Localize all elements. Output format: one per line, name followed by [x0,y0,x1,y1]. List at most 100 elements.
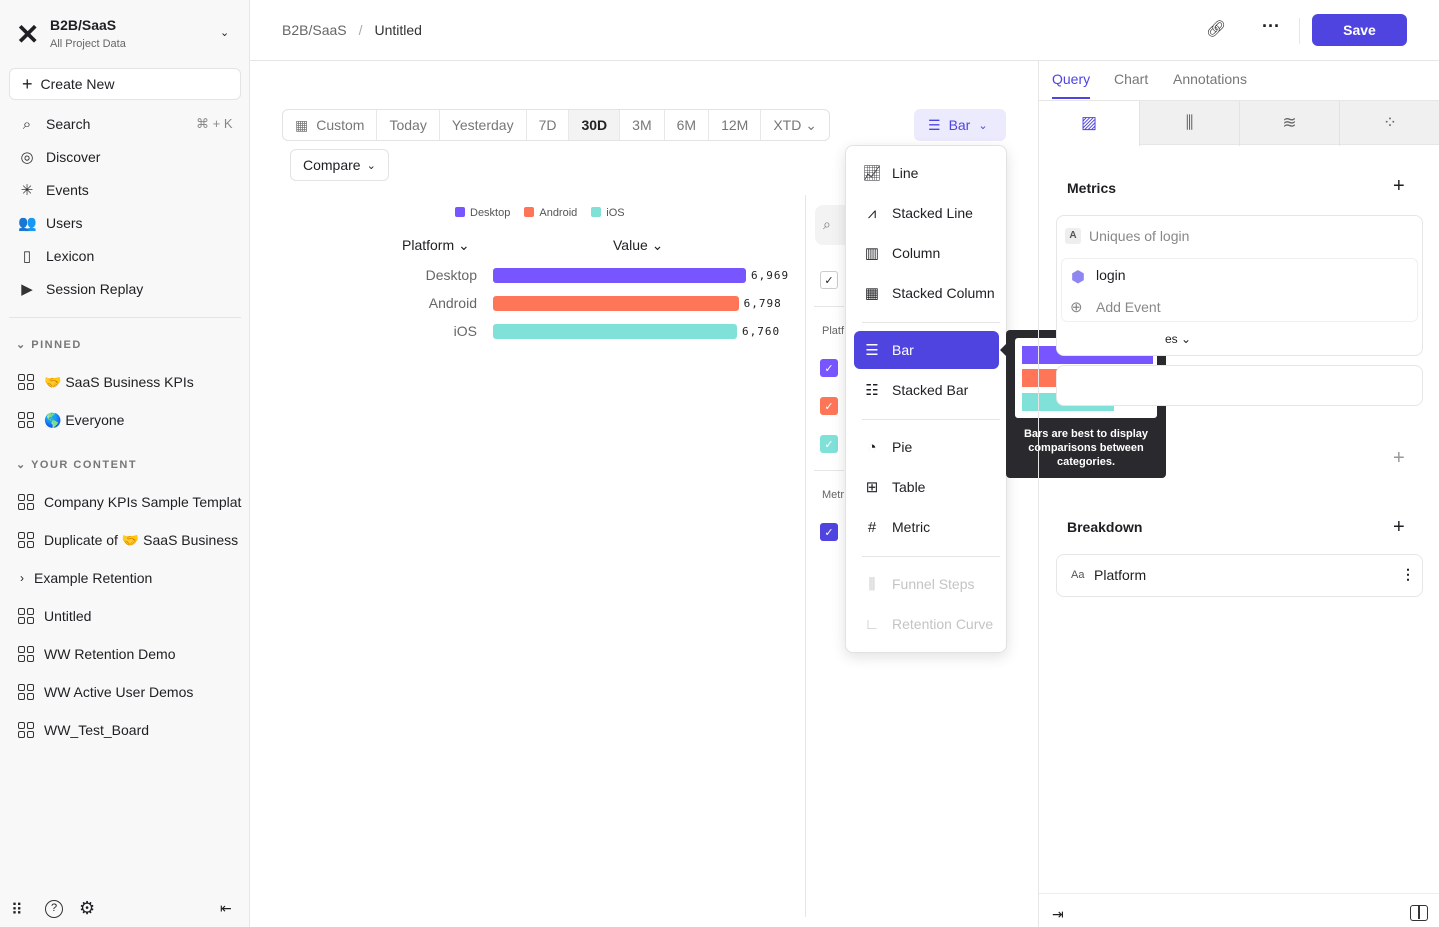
sidebar-item-session-replay[interactable]: ▶ Session Replay [18,278,143,300]
tab-chart[interactable]: Chart [1114,71,1149,87]
your-content-section-header[interactable]: ⌄ YOUR CONTENT [16,459,138,471]
link-icon[interactable]: 🔗︎ [1206,21,1227,38]
content-item[interactable]: Untitled [18,605,91,627]
content-item[interactable]: WW Active User Demos [18,681,193,703]
content-folder[interactable]: › Example Retention [20,567,152,589]
breakdown-card[interactable]: Aa Platform ⋮ [1056,554,1423,597]
gear-icon[interactable]: ⚙ [79,898,96,918]
menu-item-label: Table [892,479,926,495]
metrics-title: Metrics [1067,180,1117,196]
menu-item-stacked-bar[interactable]: ☷ Stacked Bar [854,371,999,409]
range-12m[interactable]: 12M [709,110,762,140]
create-new-label: Create New [40,76,115,92]
menu-item-column[interactable]: ▥ Column [854,234,999,272]
nav-label: Lexicon [46,248,95,264]
menu-item-line[interactable]: 📈︎ Line [854,154,999,192]
funnels-tab-icon[interactable]: ⫼ [1139,101,1239,146]
legend-item[interactable]: Desktop [455,207,510,219]
content-item[interactable]: Company KPIs Sample Templat [18,491,241,513]
chart-type-menu: 📈︎ Line ⩘ Stacked Line ▥ Column ▦ Stacked Colum… [845,145,1007,653]
content-label: Company KPIs Sample Templat [44,494,242,510]
sidebar-item-discover[interactable]: ◎ Discover [18,146,100,168]
project-subtitle: All Project Data [50,38,126,50]
category-label: Android [428,295,477,311]
range-custom[interactable]: ▦ Custom [283,110,378,140]
tab-annotations[interactable]: Annotations [1173,71,1247,87]
breakdown-property[interactable]: Platform [1094,567,1147,583]
apps-grid-icon[interactable]: ⠿ [11,902,23,919]
add-event-button[interactable]: Add Event [1096,299,1161,315]
range-xtd[interactable]: XTD ⌄ [773,116,817,134]
string-type-icon: Aa [1071,569,1085,581]
create-new-button[interactable]: + Create New [9,68,241,100]
sidebar-item-events[interactable]: ✳ Events [18,179,89,201]
nav-label: Events [46,182,89,198]
add-metric-icon[interactable]: + [1393,175,1405,197]
range-today[interactable]: Today [377,110,440,140]
retention-tab-icon[interactable]: ⁘ [1339,101,1439,146]
menu-item-metric[interactable]: # Metric [854,508,999,546]
content-label: WW_Test_Board [44,722,150,738]
metric-checkbox[interactable]: ✓ [820,523,838,541]
bar[interactable] [493,296,739,311]
breadcrumb-report[interactable]: Untitled [374,22,422,38]
range-6m[interactable]: 6M [665,110,710,140]
collapse-sidebar-icon[interactable]: ⇤ [220,900,232,916]
menu-item-pie[interactable]: ◔ Pie [854,428,999,466]
chart-type-dropdown[interactable]: ☰ Bar ⌄ [914,109,1006,141]
sidebar-item-users[interactable]: 👥 Users [18,212,83,234]
desktop-checkbox[interactable]: ✓ [820,359,838,377]
content-item[interactable]: WW Retention Demo [18,643,175,665]
legend-item[interactable]: iOS [591,207,625,219]
sidebar-item-lexicon[interactable]: ▯ Lexicon [18,245,94,267]
stacked-column-icon: ▦ [864,285,880,302]
menu-item-table[interactable]: ⊞ Table [854,468,999,506]
bar[interactable] [493,324,737,339]
compare-dropdown[interactable]: Compare ⌄ [290,149,389,181]
android-checkbox[interactable]: ✓ [820,397,838,415]
insights-tab-icon[interactable]: ▨ [1039,101,1139,146]
collapse-panel-icon[interactable]: ⇥ [1052,906,1064,922]
event-name[interactable]: login [1096,267,1126,283]
range-yesterday[interactable]: Yesterday [440,110,527,140]
measurement-dropdown[interactable]: es ⌄ [1165,332,1192,346]
tab-query[interactable]: Query [1052,71,1091,87]
kebab-menu-icon[interactable]: ⋮ [1401,566,1415,582]
menu-item-stacked-column[interactable]: ▦ Stacked Column [854,274,999,312]
bar[interactable] [493,268,746,283]
help-icon[interactable]: ? [45,900,63,918]
pinned-item[interactable]: 🤝 SaaS Business KPIs [18,371,194,393]
panel-layout-icon[interactable] [1410,905,1428,921]
metric-card[interactable]: A Uniques of login ⬢ login ⊕ Add Event e… [1056,215,1423,356]
board-icon [18,684,34,700]
breakdown-title: Breakdown [1067,519,1143,535]
range-7d[interactable]: 7D [527,110,570,140]
content-item[interactable]: Duplicate of 🤝 SaaS Business [18,529,238,551]
breadcrumb-project[interactable]: B2B/SaaS [282,22,347,38]
filter-card[interactable] [1056,365,1423,406]
pinned-label: SaaS Business KPIs [65,373,194,390]
menu-item-stacked-line[interactable]: ⩘ Stacked Line [854,194,999,232]
menu-item-label: Column [892,245,941,261]
project-name[interactable]: B2B/SaaS [50,17,117,33]
menu-item-bar[interactable]: ☰ Bar [854,331,999,369]
more-icon[interactable]: ··· [1262,16,1280,36]
pinned-section-header[interactable]: ⌄ PINNED [16,339,82,351]
content-item[interactable]: WW_Test_Board [18,719,149,741]
range-3m[interactable]: 3M [620,110,665,140]
platform-column-header[interactable]: Platform ⌄ [402,237,470,253]
menu-item-label: Stacked Bar [892,382,969,398]
sidebar-item-search[interactable]: ⌕ Search [18,113,91,135]
select-all-checkbox[interactable]: ✓ [820,271,838,289]
range-30d[interactable]: 30D [569,110,621,140]
flows-tab-icon[interactable]: ≋ [1239,101,1339,146]
pinned-item[interactable]: 🌎 Everyone [18,409,124,431]
metric-name[interactable]: Uniques of login [1089,228,1190,244]
legend-item[interactable]: Android [524,207,577,219]
chevron-down-icon[interactable]: ⌄ [220,27,230,39]
value-column-header[interactable]: Value ⌄ [613,237,664,253]
ios-checkbox[interactable]: ✓ [820,435,838,453]
save-button[interactable]: Save [1312,14,1407,46]
add-filter-icon[interactable]: + [1393,447,1405,469]
add-breakdown-icon[interactable]: + [1393,516,1405,538]
